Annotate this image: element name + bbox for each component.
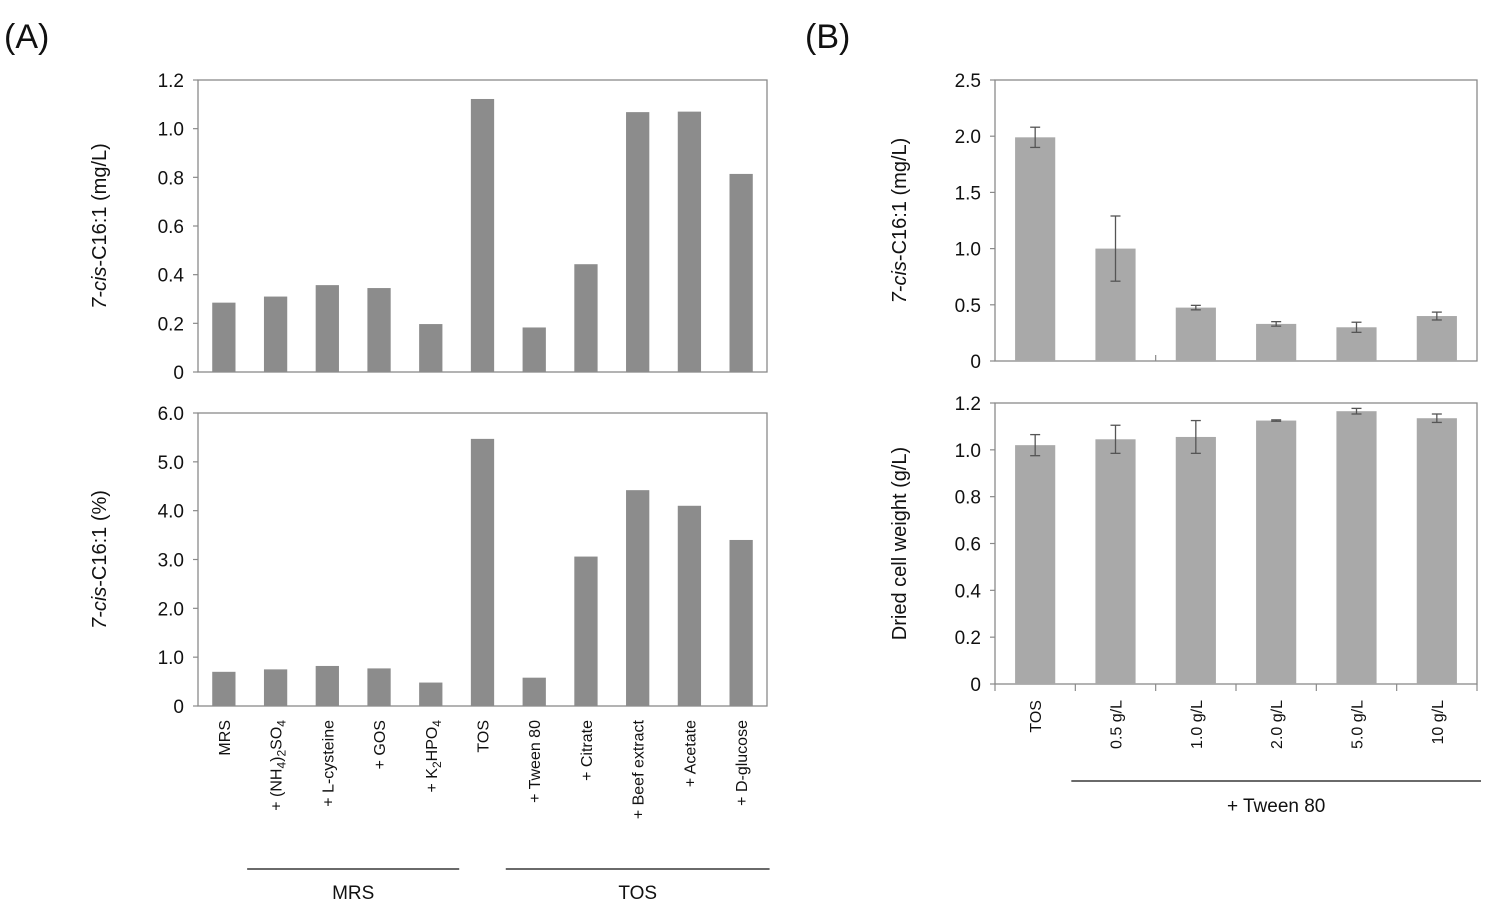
y-tick-label-5: 2.5 [955,71,981,92]
y-axis-title: Dried cell weight (g/L) [889,447,911,640]
bar-9 [677,505,702,706]
bar-5 [1416,418,1457,684]
bar-3 [1256,323,1297,361]
x-tick-label-8: + Beef extract [631,719,648,819]
y-tick-label-1: 0.5 [955,296,981,317]
y-tick-label-4: 4.0 [158,502,184,523]
y-tick-label-5: 1.0 [158,120,184,141]
y-tick-label-4: 0.8 [955,488,981,509]
y-tick-label-0: 0 [173,697,184,718]
y-tick-label-1: 0.2 [158,314,184,335]
bar-4 [419,682,443,706]
bar-10 [729,173,753,372]
y-tick-label-2: 0.4 [158,266,185,287]
x-tick-label-1: 0.5 g/L [1109,700,1126,749]
x-tick-label-10: + D-glucose [734,720,751,806]
x-tick-label-9: + Acetate [682,720,699,787]
bar-10 [729,539,753,706]
y-tick-label-2: 2.0 [158,599,184,620]
bar-8 [626,112,650,373]
y-tick-label-3: 0.6 [955,535,981,556]
bar-2 [1175,436,1216,684]
y-tick-label-3: 1.5 [955,183,981,204]
plot-frame [994,79,1478,362]
bar-5 [1416,316,1457,361]
bar-2 [315,285,339,372]
bar-3 [367,288,391,372]
y-axis-title: 7-cis-C16:1 (mg/L) [889,138,911,304]
bar-1 [1095,439,1136,684]
group-label-1: TOS [618,883,657,904]
y-tick-label-6: 6.0 [158,404,184,425]
y-tick-label-5: 1.0 [955,441,981,462]
y-axis-title: 7-cis-C16:1 (%) [89,490,111,629]
bar-7 [574,264,598,372]
x-tick-label-7: + Citrate [579,720,596,781]
y-tick-label-3: 0.6 [158,217,184,238]
y-tick-label-1: 1.0 [158,648,184,669]
bar-0 [1015,137,1056,361]
x-tick-label-0: MRS [217,720,234,756]
bar-5 [470,98,495,372]
group-label-0: + Tween 80 [1227,796,1325,817]
bar-1 [263,296,288,372]
x-tick-label-5: 10 g/L [1430,700,1447,745]
y-tick-label-6: 1.2 [158,71,184,92]
chart-b-dry-weight: 0 0.2 0.4 0.6 0.8 1.0 1.2 Dried cell weight (g/… [889,394,1482,817]
plot-frame [994,402,1478,685]
x-tick-label-0: TOS [1028,700,1045,733]
panel-a-label: (A) [4,18,49,56]
y-tick-label-5: 5.0 [158,453,184,474]
x-tick-label-4: 5.0 g/L [1350,700,1367,749]
bar-7 [574,556,598,706]
x-tick-label-3: + GOS [372,720,389,769]
panel-b-label: (B) [805,18,850,56]
y-tick-label-6: 1.2 [955,394,981,415]
y-tick-label-2: 1.0 [955,240,981,261]
x-tick-label-2: + L-cysteine [320,720,337,807]
y-axis-title: 7-cis-C16:1 (mg/L) [89,143,111,309]
bar-5 [470,438,495,706]
y-tick-label-0: 0 [970,675,981,696]
bar-1 [263,669,288,706]
y-tick-label-4: 2.0 [955,127,981,148]
y-tick-label-0: 0 [173,363,184,384]
x-tick-label-4: + K2HPO4 [424,720,444,793]
bar-4 [1336,411,1377,684]
chart-a-percentage: 0 1.0 2.0 3.0 4.0 5.0 6.0 7-cis-C16:1 (%) MRS + (… [89,404,770,904]
bar-3 [367,668,391,706]
chart-b-concentration: 0 0.5 1.0 1.5 2.0 2.5 7-cis-C16:1 (mg/L) [889,71,1478,373]
x-tick-label-1: + (NH4)2SO4 [269,720,289,811]
bar-2 [1175,307,1216,361]
bar-2 [315,665,339,706]
x-tick-label-2: 1.0 g/L [1189,700,1206,749]
bar-6 [522,327,546,372]
bar-4 [419,324,443,372]
y-tick-label-2: 0.4 [955,581,982,602]
y-tick-label-3: 3.0 [158,551,184,572]
bar-0 [212,302,236,372]
bar-8 [626,490,650,706]
y-tick-label-1: 0.2 [955,628,981,649]
bar-6 [522,677,546,706]
bar-0 [1015,445,1056,684]
x-tick-label-6: + Tween 80 [527,720,544,803]
x-tick-label-3: 2.0 g/L [1269,700,1286,749]
bar-0 [212,671,236,706]
bar-3 [1256,420,1297,684]
y-tick-label-4: 0.8 [158,168,184,189]
chart-a-concentration: 0 0.2 0.4 0.6 0.8 1.0 1.2 7-cis-C16:1 (mg/L) [89,71,768,384]
group-label-0: MRS [332,883,374,904]
bar-9 [677,111,702,372]
x-tick-label-5: TOS [476,720,493,753]
y-tick-label-0: 0 [970,352,981,373]
